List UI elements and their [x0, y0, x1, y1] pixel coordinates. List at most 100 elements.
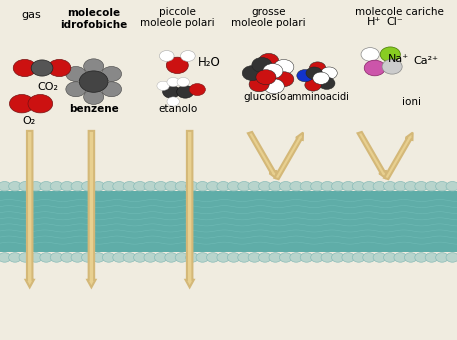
Text: glucosio: glucosio [244, 92, 287, 102]
Circle shape [166, 57, 188, 73]
Circle shape [102, 182, 115, 191]
Circle shape [28, 95, 53, 113]
Circle shape [297, 69, 314, 82]
Text: grosse
moleole polari: grosse moleole polari [231, 7, 306, 29]
Circle shape [383, 253, 396, 262]
Circle shape [342, 253, 355, 262]
Circle shape [269, 253, 282, 262]
Circle shape [217, 182, 230, 191]
FancyArrow shape [186, 131, 194, 287]
Text: Na⁺: Na⁺ [388, 54, 409, 65]
Circle shape [157, 81, 170, 90]
Circle shape [50, 253, 63, 262]
Circle shape [331, 182, 344, 191]
Text: benzene: benzene [69, 104, 118, 114]
Circle shape [154, 182, 167, 191]
Circle shape [66, 66, 86, 82]
Circle shape [242, 66, 262, 81]
Circle shape [383, 182, 396, 191]
Bar [0, 191, 457, 252]
FancyArrow shape [26, 131, 34, 287]
Circle shape [175, 182, 188, 191]
Text: CO₂: CO₂ [37, 82, 58, 91]
Circle shape [425, 182, 438, 191]
Circle shape [92, 182, 105, 191]
Circle shape [29, 182, 42, 191]
Circle shape [363, 182, 376, 191]
Circle shape [259, 253, 271, 262]
Circle shape [363, 253, 376, 262]
Text: H⁺: H⁺ [367, 17, 381, 27]
Circle shape [113, 182, 126, 191]
Circle shape [13, 59, 36, 76]
Circle shape [342, 182, 355, 191]
Circle shape [0, 253, 11, 262]
Circle shape [177, 78, 190, 87]
Circle shape [248, 182, 261, 191]
Circle shape [71, 253, 84, 262]
Circle shape [84, 59, 104, 74]
Circle shape [189, 84, 205, 96]
Circle shape [133, 182, 146, 191]
Text: molecole
idrofobiche: molecole idrofobiche [60, 8, 128, 30]
Text: Cl⁻: Cl⁻ [387, 17, 403, 27]
Circle shape [311, 182, 324, 191]
Circle shape [321, 67, 337, 79]
Circle shape [290, 253, 303, 262]
Circle shape [352, 182, 365, 191]
Circle shape [81, 253, 94, 262]
Circle shape [29, 253, 42, 262]
Text: H₂O: H₂O [197, 56, 220, 69]
Circle shape [248, 253, 261, 262]
Text: molecole cariche: molecole cariche [356, 7, 444, 17]
Circle shape [274, 72, 294, 87]
Circle shape [101, 82, 122, 97]
Circle shape [81, 182, 94, 191]
Circle shape [394, 182, 407, 191]
Circle shape [163, 85, 180, 98]
Circle shape [40, 182, 53, 191]
Circle shape [101, 66, 122, 82]
Circle shape [84, 89, 104, 104]
Circle shape [167, 97, 180, 106]
Circle shape [394, 253, 407, 262]
Circle shape [19, 253, 32, 262]
Circle shape [446, 253, 457, 262]
Circle shape [279, 182, 292, 191]
Circle shape [79, 71, 108, 92]
Circle shape [159, 51, 174, 62]
Circle shape [66, 82, 86, 97]
Circle shape [186, 182, 198, 191]
FancyArrow shape [384, 133, 413, 179]
Circle shape [196, 253, 209, 262]
Circle shape [313, 72, 329, 84]
Circle shape [249, 77, 269, 92]
Circle shape [361, 48, 379, 61]
Circle shape [311, 253, 324, 262]
Circle shape [217, 253, 230, 262]
Circle shape [0, 182, 11, 191]
Circle shape [207, 182, 219, 191]
Circle shape [436, 253, 448, 262]
Circle shape [259, 53, 279, 68]
Circle shape [186, 253, 198, 262]
Circle shape [415, 182, 428, 191]
Circle shape [446, 182, 457, 191]
Circle shape [181, 51, 195, 62]
Circle shape [31, 60, 53, 76]
Circle shape [290, 182, 303, 191]
Circle shape [48, 59, 71, 76]
Text: amminoacidi: amminoacidi [286, 92, 349, 102]
FancyArrow shape [87, 131, 96, 287]
Circle shape [306, 67, 323, 79]
Circle shape [9, 253, 21, 262]
Circle shape [175, 253, 188, 262]
Text: Ca²⁺: Ca²⁺ [414, 56, 439, 66]
Circle shape [10, 95, 34, 113]
Circle shape [382, 59, 402, 74]
Circle shape [144, 182, 157, 191]
Circle shape [133, 253, 146, 262]
Circle shape [404, 182, 417, 191]
Circle shape [102, 253, 115, 262]
Circle shape [196, 182, 209, 191]
